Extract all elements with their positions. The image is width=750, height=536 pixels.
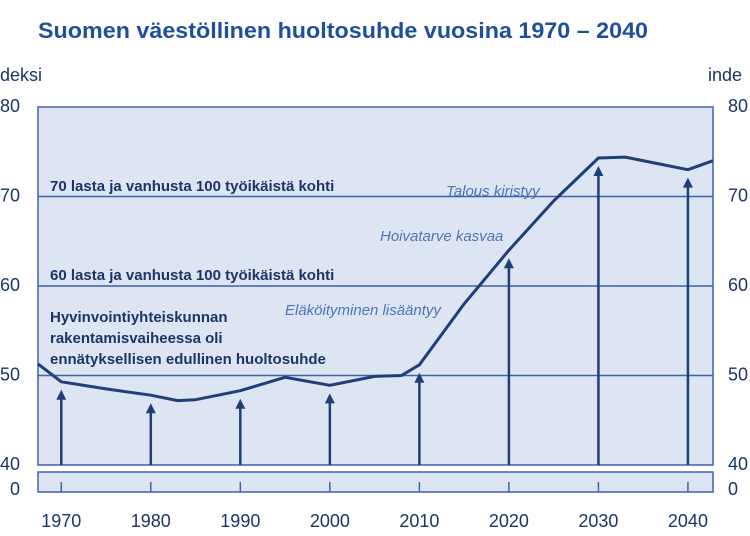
arrow-head [682, 177, 693, 188]
arrow-head [503, 258, 514, 269]
y-axis-label: deksi [0, 65, 42, 85]
arrow-head [145, 403, 156, 414]
y-tick-label: 60 [0, 275, 20, 295]
annotation: Hoivatarve kasvaa [380, 228, 503, 245]
axis-break-strip [37, 471, 714, 493]
annotation: rakentamisvaiheessa oli [50, 330, 223, 347]
annotation: Eläköityminen lisääntyy [285, 302, 442, 319]
arrow-head [56, 389, 67, 400]
x-tick-label: 2010 [399, 511, 439, 531]
x-tick-label: 1990 [220, 511, 260, 531]
y-tick-label: 80 [0, 96, 20, 116]
arrow-head [324, 393, 335, 404]
annotation: Talous kiristyy [446, 183, 541, 200]
y2-break-tick-label: 0 [728, 479, 738, 499]
y-tick-label: 50 [0, 364, 20, 384]
y2-axis-label: inde [708, 65, 742, 85]
annotation: 60 lasta ja vanhusta 100 työikäistä koht… [50, 267, 334, 284]
annotation: ennätyksellisen edullinen huoltosuhde [50, 351, 326, 368]
x-tick-label: 1980 [131, 511, 171, 531]
y-break-tick-label: 0 [10, 479, 20, 499]
x-tick-label: 1970 [41, 511, 81, 531]
y2-tick-label: 80 [728, 96, 748, 116]
x-tick-label: 2020 [489, 511, 529, 531]
y2-tick-label: 60 [728, 275, 748, 295]
x-tick-label: 2000 [310, 511, 350, 531]
y-tick-label: 40 [0, 454, 20, 474]
arrow-head [235, 398, 246, 409]
y2-tick-label: 40 [728, 454, 748, 474]
y2-tick-label: 50 [728, 364, 748, 384]
chart-title: Suomen väestöllinen huoltosuhde vuosina … [38, 18, 648, 43]
arrow-head [414, 372, 425, 383]
x-tick-label: 2040 [668, 511, 708, 531]
arrow-head [593, 166, 604, 177]
line [37, 155, 714, 403]
y2-tick-label: 70 [728, 185, 748, 205]
annotation: 70 lasta ja vanhusta 100 työikäistä koht… [50, 178, 334, 195]
annotation: Hyvinvointiyhteiskunnan [50, 309, 228, 326]
x-tick-label: 2030 [578, 511, 618, 531]
y-tick-label: 70 [0, 185, 20, 205]
